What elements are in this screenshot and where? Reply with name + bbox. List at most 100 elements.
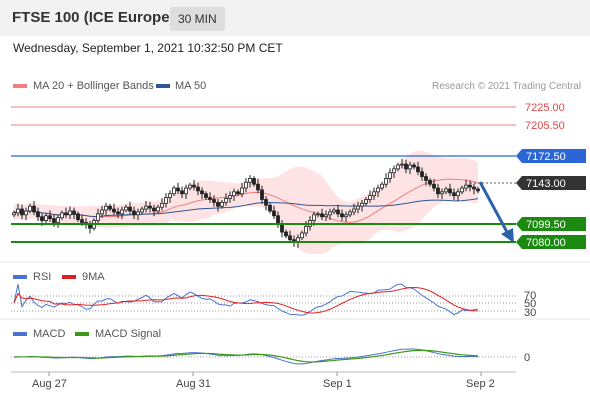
candle [32, 200, 36, 216]
candle [216, 199, 220, 212]
candle [44, 213, 48, 223]
candle [160, 198, 164, 211]
candle [248, 175, 252, 188]
s2-label: 7080.00 [526, 237, 566, 249]
candle [408, 161, 412, 175]
rsi-tick-50: 50 [524, 298, 536, 310]
rsi-ma-series-line [13, 287, 479, 314]
candle [12, 210, 16, 218]
candle [124, 204, 128, 213]
candle [76, 211, 80, 222]
candle [436, 183, 440, 199]
forecast-arrow [478, 181, 509, 233]
rsi-ma-legend-label: 9MA [82, 271, 105, 283]
candle [340, 209, 344, 222]
candle [204, 191, 208, 200]
candle [404, 159, 408, 174]
candle [332, 207, 336, 215]
chart-header: FTSE 100 (ICE Europe) 30 MIN [0, 0, 590, 36]
s1-tag [516, 217, 586, 231]
r2-label: 7225.00 [525, 102, 565, 114]
candle [132, 206, 136, 220]
candle [432, 178, 436, 192]
candle [144, 200, 148, 213]
candle [116, 207, 120, 219]
instrument-title: FTSE 100 (ICE Europe) [12, 9, 175, 26]
rsi-legend-swatch [13, 275, 27, 279]
candle [328, 208, 332, 221]
candle [172, 185, 176, 197]
candle [112, 203, 116, 216]
last-price-label: 7143.00 [526, 178, 566, 190]
candle [256, 178, 260, 194]
candle [268, 202, 272, 214]
candle [364, 197, 368, 206]
candle [440, 188, 444, 200]
candle [336, 204, 340, 218]
candle [168, 190, 172, 203]
candle [24, 207, 28, 221]
candle [164, 193, 168, 208]
candle [392, 165, 396, 178]
candle [380, 181, 384, 191]
candle [240, 182, 244, 198]
candle [300, 230, 304, 241]
candle [396, 162, 400, 172]
candle [184, 184, 188, 200]
x-label-sep1: Sep 1 [323, 378, 352, 390]
candle [72, 207, 76, 220]
candle [224, 193, 228, 206]
ma20-legend-swatch [13, 84, 27, 88]
candle [228, 191, 232, 203]
timeframe-button[interactable]: 30 MIN [170, 7, 225, 31]
candle [412, 162, 416, 170]
candle [260, 185, 264, 204]
r1-label: 7205.50 [525, 120, 565, 132]
candle [272, 205, 276, 220]
candle [264, 196, 268, 211]
candle [376, 184, 380, 198]
rsi-tick-30: 30 [524, 307, 536, 319]
macd-signal-legend-label: MACD Signal [95, 328, 162, 340]
candle [236, 189, 240, 197]
candle [36, 207, 40, 222]
candle [360, 199, 364, 212]
s1-label: 7099.50 [526, 219, 566, 231]
candle [320, 208, 324, 221]
candle [68, 206, 72, 220]
candle [60, 210, 64, 221]
candle [324, 210, 328, 222]
candle [56, 214, 60, 228]
candle [120, 206, 124, 220]
pivot-label: 7172.50 [526, 151, 566, 163]
forecast-arrow-head [501, 228, 514, 243]
research-credit: Research © 2021 Trading Central [432, 81, 582, 92]
candle [460, 185, 464, 195]
x-label-aug27: Aug 27 [32, 378, 67, 390]
candle [252, 176, 256, 187]
candle [156, 204, 160, 214]
candle [384, 173, 388, 188]
candle [128, 201, 132, 215]
candle [176, 182, 180, 195]
rsi-tick-70: 70 [524, 290, 536, 302]
candle [100, 205, 104, 219]
s2-tag [516, 235, 586, 249]
pivot-tag [516, 149, 586, 163]
candle [148, 201, 152, 213]
candle [388, 168, 392, 183]
rsi-series-line [13, 283, 479, 316]
candle [48, 210, 52, 222]
ma20-legend-label: MA 20 + Bollinger Bands [33, 80, 154, 92]
candle [180, 186, 184, 199]
candle [372, 187, 376, 200]
candle [152, 204, 156, 217]
macd-signal-series-line [13, 349, 479, 363]
candle [140, 206, 144, 215]
candle [452, 188, 456, 200]
x-label-sep2: Sep 2 [466, 378, 495, 390]
candle [448, 183, 452, 197]
macd-tick-0: 0 [524, 352, 530, 364]
candle [356, 201, 360, 214]
